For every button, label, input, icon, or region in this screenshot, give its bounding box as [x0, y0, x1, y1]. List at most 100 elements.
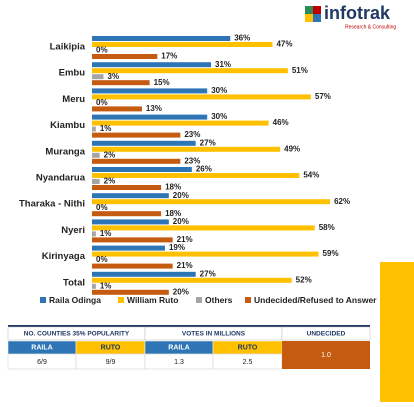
value-text: 9/9 [106, 359, 116, 366]
chart: Laikipia 36% 47% 0% 17% Embu 31% 51% 3% 15% Meru 30… [19, 34, 350, 297]
value-text: 2.5 [243, 359, 253, 366]
bar [92, 283, 96, 289]
table: NO. COUNTIES 35% POPULARITY VOTES IN MILL… [7, 325, 371, 370]
table-top-border [8, 325, 370, 327]
bar [92, 146, 281, 152]
logo-icon [313, 6, 321, 14]
bar [92, 140, 196, 146]
value-label: 18% [165, 209, 181, 218]
bar [92, 185, 162, 190]
value-label: 36% [234, 34, 250, 43]
value-label: 1% [100, 124, 112, 133]
value-label: 2% [104, 150, 116, 159]
value-label: 0% [96, 255, 108, 264]
category-label: Nyeri [61, 225, 85, 236]
value-text: 1.3 [174, 359, 184, 366]
category-label: Tharaka - Nithi [19, 199, 85, 210]
bar [92, 211, 162, 217]
value-label: 27% [200, 269, 216, 278]
value-label: 21% [177, 235, 193, 244]
subheader-text: RAILA [168, 344, 189, 351]
bar [92, 219, 169, 225]
value-label: 13% [146, 104, 162, 113]
bar [92, 62, 212, 68]
category-label: Kirinyaga [42, 251, 86, 262]
bar [92, 88, 208, 94]
value-label: 21% [177, 261, 193, 270]
value-text: 6/9 [37, 359, 47, 366]
value-label: 26% [196, 165, 212, 174]
bar [92, 199, 331, 205]
value-label: 1% [100, 229, 112, 238]
legend-swatch [40, 297, 46, 303]
logo-icon [305, 6, 313, 14]
category-label: Laikipia [50, 42, 86, 53]
subheader-text: RUTO [238, 344, 258, 351]
value-label: 20% [173, 287, 189, 296]
value-label: 54% [303, 171, 319, 180]
legend-label: Raila Odinga [49, 295, 101, 305]
value-label: 20% [173, 217, 189, 226]
bar [92, 231, 96, 237]
value-label: 15% [154, 78, 170, 87]
bar [92, 132, 181, 138]
value-label: 0% [96, 203, 108, 212]
logo: infotrak Research & Consulting [305, 3, 396, 30]
bar [92, 120, 269, 126]
header-text: NO. COUNTIES 35% POPULARITY [24, 331, 130, 338]
bar [92, 94, 311, 100]
bar [92, 68, 288, 74]
value-label: 58% [319, 223, 335, 232]
bar [92, 80, 150, 86]
legend: Raila Odinga William Ruto Others Undecided/… [40, 295, 377, 305]
bar [92, 158, 181, 164]
category-label: Meru [62, 94, 85, 105]
value-label: 18% [165, 183, 181, 192]
bar [92, 36, 231, 41]
value-label: 1% [100, 281, 112, 290]
value-label: 46% [273, 118, 289, 127]
value-label: 2% [104, 177, 116, 186]
value-label: 0% [96, 98, 108, 107]
value-label: 57% [315, 92, 331, 101]
header-text: VOTES IN MILLIONS [182, 331, 246, 338]
bar [92, 193, 169, 199]
logo-icon [305, 14, 313, 22]
subheader-text: RUTO [101, 344, 121, 351]
header-text: UNDECIDED [307, 331, 346, 338]
accent-bar [380, 262, 414, 402]
bar [92, 106, 142, 112]
bar [92, 289, 169, 295]
bar [92, 225, 315, 231]
value-label: 0% [96, 46, 108, 55]
value-label: 17% [161, 52, 177, 61]
value-label: 30% [211, 86, 227, 95]
legend-swatch [245, 297, 251, 303]
value-label: 51% [292, 66, 308, 75]
undecided-cell [282, 341, 370, 369]
legend-label: William Ruto [127, 295, 178, 305]
logo-tagline: Research & Consulting [345, 24, 396, 30]
value-label: 47% [276, 40, 292, 49]
subheader-text: RAILA [31, 344, 52, 351]
bar [92, 277, 292, 283]
bar [92, 114, 208, 120]
value-label: 23% [184, 130, 200, 139]
bar [92, 271, 196, 277]
legend-swatch [118, 297, 124, 303]
category-label: Embu [59, 68, 86, 79]
bar [92, 167, 192, 172]
bar [92, 152, 100, 158]
logo-name: infotrak [324, 3, 391, 23]
bar [92, 263, 173, 269]
bar [92, 74, 104, 80]
value-label: 59% [323, 249, 339, 258]
category-label: Muranga [45, 146, 85, 157]
bar [92, 179, 100, 184]
value-label: 52% [296, 275, 312, 284]
bar [92, 245, 165, 251]
value-label: 20% [173, 191, 189, 200]
header-cell [281, 326, 371, 341]
category-label: Kiambu [50, 120, 85, 131]
